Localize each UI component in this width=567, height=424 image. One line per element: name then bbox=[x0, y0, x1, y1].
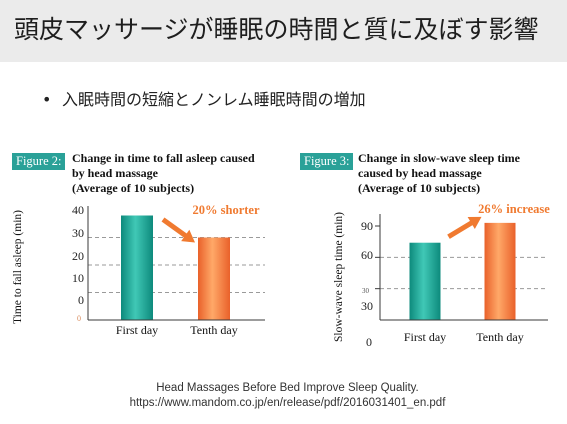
change-arrow-icon bbox=[161, 217, 195, 243]
chart-title-line: (Average of 10 subjects) bbox=[72, 181, 195, 195]
x-tick-label: First day bbox=[116, 323, 158, 337]
bullet-marker: • bbox=[42, 90, 52, 109]
y-tick-label: 0 bbox=[366, 335, 372, 349]
y-tick-label: 40 bbox=[72, 203, 84, 217]
figure-3-title: Change in slow-wave sleep time caused by… bbox=[358, 151, 520, 196]
source-citation: Head Massages Before Bed Improve Sleep Q… bbox=[8, 381, 567, 411]
slide-title: 頭皮マッサージが睡眠の時間と質に及ぼす影響 bbox=[14, 15, 539, 44]
figure-2-title: Change in time to fall asleep caused by … bbox=[72, 151, 255, 196]
chart-title-line: Change in slow-wave sleep time bbox=[358, 151, 520, 165]
y-axis-title: Time to fall asleep (min) bbox=[12, 210, 24, 324]
source-title: Head Massages Before Bed Improve Sleep Q… bbox=[156, 382, 419, 394]
figure-3-plot: First day Tenth day 90 60 30 30 0 Slow-wave sle… bbox=[333, 202, 550, 349]
arrow-shaft bbox=[161, 217, 190, 240]
title-bar: 頭皮マッサージが睡眠の時間と質に及ぼす影響 bbox=[0, 0, 567, 62]
chart-title-line: by head massage bbox=[72, 166, 159, 180]
chart-title-line: caused by head massage bbox=[358, 166, 482, 180]
figure-2-plot: First day Tenth day 40 30 20 10 0 0 Time to fall… bbox=[12, 203, 265, 337]
bar-first-day bbox=[409, 242, 441, 320]
chart-title-line: (Average of 10 subjects) bbox=[358, 181, 481, 195]
y-tick-label: 30 bbox=[361, 299, 373, 313]
bar-tenth-day bbox=[198, 237, 230, 320]
y-tick-label: 30 bbox=[72, 226, 84, 240]
bar-tenth-day bbox=[484, 222, 516, 320]
x-tick-label: First day bbox=[404, 330, 446, 344]
chart-title-line: Change in time to fall asleep caused bbox=[72, 151, 255, 165]
change-annotation: 20% shorter bbox=[193, 203, 260, 217]
y-tick-label: 20 bbox=[72, 249, 84, 263]
bar-first-day bbox=[121, 215, 153, 320]
y-tick-label: 30 bbox=[362, 287, 370, 295]
y-tick-label: 90 bbox=[361, 219, 373, 233]
arrow-head bbox=[467, 216, 482, 230]
bullet-text: 入眠時間の短縮とノンレム睡眠時間の増加 bbox=[62, 90, 366, 109]
y-tick-label: 0 bbox=[78, 293, 84, 307]
y-tick-label: 60 bbox=[361, 248, 373, 262]
source-url: https://www.mandom.co.jp/en/release/pdf/… bbox=[129, 397, 446, 409]
y-axis-title: Slow-wave sleep time (min) bbox=[333, 212, 345, 342]
figure-3-label: Figure 3: bbox=[300, 153, 354, 170]
change-arrow-icon bbox=[447, 216, 482, 239]
arrow-head bbox=[181, 229, 195, 243]
x-tick-label: Tenth day bbox=[476, 330, 523, 344]
change-annotation: 26% increase bbox=[478, 202, 550, 216]
arrow-shaft bbox=[447, 219, 476, 239]
y-tick-label: 10 bbox=[72, 271, 84, 285]
bullet-point: • 入眠時間の短縮とノンレム睡眠時間の増加 bbox=[42, 89, 366, 111]
y-tick-label: 0 bbox=[77, 314, 81, 323]
x-tick-label: Tenth day bbox=[190, 323, 237, 337]
figure-2-label: Figure 2: bbox=[12, 153, 66, 170]
